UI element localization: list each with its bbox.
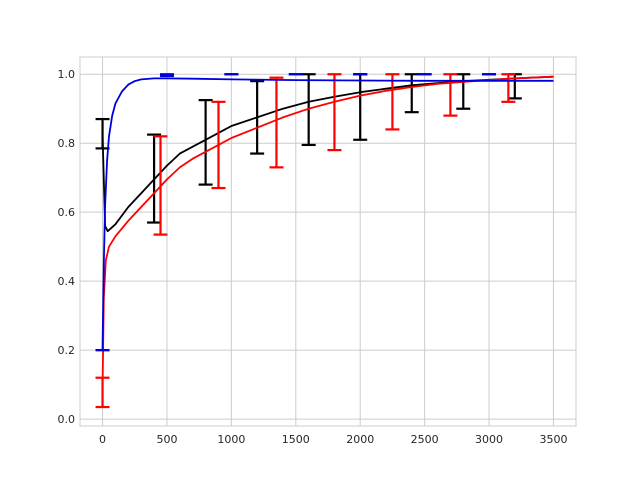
series-line-blue [101, 77, 554, 351]
y-tick-label: 0.2 [58, 344, 76, 357]
error-bar-red [95, 376, 110, 409]
plot-background [80, 57, 576, 426]
x-tick-label: 3500 [539, 433, 567, 446]
x-tick-label: 500 [156, 433, 177, 446]
error-bar-red [501, 73, 516, 103]
error-bar-red [211, 100, 226, 190]
x-axis: 0 500 1000 1500 2000 2500 3000 3500 [99, 433, 567, 446]
y-tick-label: 0.6 [58, 206, 76, 219]
error-bar-red [327, 73, 342, 152]
y-tick-label: 1.0 [58, 68, 76, 81]
y-tick-label: 0.8 [58, 137, 76, 150]
y-tick-label: 0.0 [58, 413, 76, 426]
error-bar-black [147, 133, 162, 224]
error-bar-red [153, 135, 168, 236]
series-layer [95, 73, 554, 409]
x-tick-label: 3000 [475, 433, 503, 446]
series-red [95, 73, 554, 409]
x-tick-label: 2500 [411, 433, 439, 446]
error-bar-black [250, 80, 265, 155]
x-tick-label: 0 [99, 433, 106, 446]
y-tick-label: 0.4 [58, 275, 76, 288]
error-bar-black [198, 99, 213, 186]
error-bar-red [269, 76, 284, 169]
x-tick-label: 1500 [282, 433, 310, 446]
series-blue [95, 73, 554, 352]
error-bar-red [385, 73, 400, 131]
x-tick-label: 2000 [346, 433, 374, 446]
plot-frame [79, 56, 577, 427]
series-line-red [101, 75, 554, 392]
y-axis: 0.0 0.2 0.4 0.6 0.8 1.0 [58, 68, 76, 426]
x-tick-label: 1000 [217, 433, 245, 446]
error-bar-blue [159, 73, 174, 78]
